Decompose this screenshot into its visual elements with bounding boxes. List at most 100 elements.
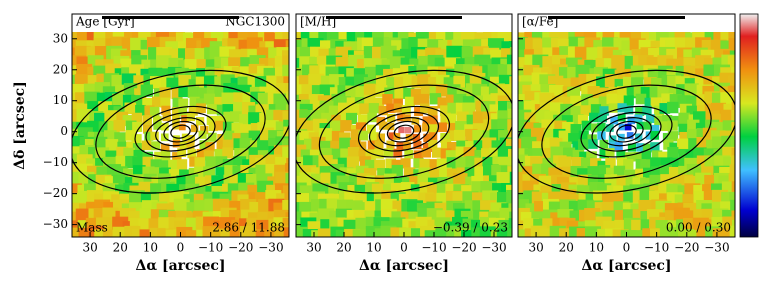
bin: [197, 87, 210, 100]
bin: [604, 74, 618, 87]
range-label: −0.39 / 0.23: [433, 221, 508, 235]
x-tick-label: −30: [481, 241, 506, 255]
bin: [350, 129, 362, 140]
bin: [386, 103, 396, 113]
range-label: 0.00 / 0.30: [666, 221, 731, 235]
x-tick-label: 10: [143, 241, 158, 255]
bin: [380, 225, 397, 237]
bin: [636, 143, 645, 152]
bin: [217, 134, 228, 145]
bin: [255, 230, 272, 237]
bin: [644, 97, 655, 109]
bin: [652, 150, 663, 161]
bin: [598, 113, 607, 123]
bin: [150, 131, 159, 141]
bin: [216, 104, 228, 116]
bin: [317, 228, 334, 237]
bin: [424, 230, 441, 237]
bin: [196, 103, 206, 114]
bin: [282, 64, 289, 81]
bin: [414, 107, 424, 117]
bin: [349, 139, 361, 151]
x-tick-label: −30: [258, 241, 283, 255]
bin: [112, 93, 126, 107]
contour: [296, 69, 512, 194]
bin: [160, 143, 170, 153]
bin: [588, 139, 598, 149]
bin: [123, 83, 138, 97]
bin: [507, 108, 512, 125]
bin: [455, 121, 467, 133]
bin: [78, 227, 95, 237]
bin: [447, 142, 459, 153]
bin: [518, 37, 528, 54]
bin: [435, 228, 452, 237]
bin: [149, 106, 160, 117]
contour: [72, 69, 289, 194]
bin: [605, 148, 615, 158]
bin: [428, 124, 438, 133]
bin: [578, 139, 589, 150]
bin: [202, 226, 219, 237]
bin: [633, 84, 646, 97]
x-tick-label: −20: [228, 241, 253, 255]
bin: [723, 156, 735, 173]
bin: [455, 156, 469, 170]
top-strip-bar: [326, 16, 462, 19]
bin: [404, 149, 414, 159]
bin: [678, 123, 690, 136]
contour: [518, 69, 735, 194]
bin: [369, 132, 379, 142]
bin: [168, 159, 179, 171]
bin: [440, 112, 451, 123]
bin: [222, 121, 234, 133]
contour: [145, 111, 216, 152]
bin: [453, 129, 466, 142]
bin: [410, 228, 427, 237]
contour: [541, 84, 712, 179]
bin: [186, 112, 195, 122]
contour: [580, 105, 673, 158]
bin: [131, 95, 143, 107]
bin: [222, 139, 234, 151]
bin: [654, 105, 665, 116]
bin: [568, 133, 580, 145]
bin: [189, 156, 200, 167]
bin: [679, 131, 691, 144]
bin: [158, 160, 170, 172]
bin: [318, 155, 333, 170]
bin: [518, 220, 529, 237]
bin: [160, 97, 171, 108]
bin: [203, 150, 214, 161]
bin: [650, 124, 660, 134]
bin: [576, 228, 593, 237]
bin: [199, 140, 209, 150]
bin: [367, 112, 377, 123]
bin: [440, 105, 451, 117]
y-tick-label: 30: [53, 31, 68, 45]
bin: [684, 83, 699, 98]
bin: [589, 112, 599, 123]
bin: [616, 150, 626, 160]
bin: [152, 116, 162, 125]
bin: [608, 141, 618, 150]
bin: [282, 146, 289, 163]
contour: [155, 117, 206, 147]
bin: [719, 228, 735, 237]
bin: [229, 228, 246, 237]
bin: [135, 104, 146, 116]
bin: [358, 150, 370, 162]
bin: [403, 87, 415, 99]
bin: [606, 124, 614, 132]
bin: [157, 228, 174, 237]
bin: [114, 132, 126, 144]
bin: [410, 88, 422, 100]
bin: [661, 93, 674, 106]
bin: [606, 93, 618, 105]
bin: [605, 157, 616, 169]
bin: [624, 152, 635, 162]
bin: [396, 142, 405, 151]
bin: [161, 122, 169, 131]
bin: [390, 227, 407, 237]
bin: [132, 143, 144, 154]
